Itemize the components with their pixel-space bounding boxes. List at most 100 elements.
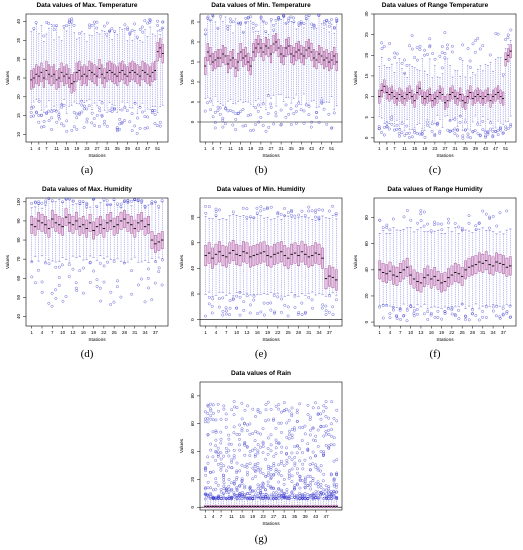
outlier-point (153, 109, 157, 112)
outlier-point (295, 411, 299, 415)
chart-title: Data values of Rain (231, 370, 291, 377)
outlier-point (261, 451, 265, 454)
outlier-point (222, 464, 226, 468)
box-station (213, 21, 217, 130)
outlier-point (282, 409, 286, 413)
outlier-point (308, 433, 312, 437)
outlier-point (57, 114, 61, 118)
outlier-point (263, 313, 266, 317)
x-tick-label: 27 (271, 514, 277, 519)
outlier-point (322, 472, 326, 476)
outlier-point (239, 21, 243, 25)
outlier-point (37, 99, 41, 103)
outlier-point (249, 129, 252, 132)
x-tick-label: 35 (292, 514, 298, 519)
outlier-point (418, 44, 422, 48)
outlier-point (214, 481, 218, 484)
outlier-point (253, 464, 257, 468)
outlier-point (287, 437, 291, 441)
box-station (210, 218, 215, 315)
outlier-point (100, 114, 104, 118)
outlier-point (309, 487, 313, 491)
outlier-point (232, 400, 236, 403)
outlier-point (112, 260, 116, 263)
outlier-point (426, 310, 430, 313)
outlier-point (147, 267, 150, 271)
box-station (224, 412, 228, 509)
box-station (235, 215, 239, 310)
outlier-point (209, 407, 212, 411)
outlier-point (156, 124, 159, 127)
outlier-point (464, 315, 468, 318)
outlier-point (390, 118, 394, 121)
box-station (266, 400, 270, 509)
box-station (80, 31, 84, 114)
outlier-point (253, 496, 257, 500)
outlier-point (380, 47, 384, 51)
outlier-point (266, 452, 270, 456)
outlier-point (290, 414, 294, 418)
x-tick-label: 35 (463, 146, 469, 151)
box-station (208, 18, 212, 112)
x-axis-label: Stations (262, 337, 280, 343)
outlier-point (238, 423, 241, 427)
outlier-point (58, 265, 61, 269)
box-station (498, 211, 502, 320)
outlier-point (254, 415, 257, 418)
outlier-point (254, 430, 257, 433)
outlier-point (317, 215, 321, 219)
outlier-point (274, 469, 278, 473)
box-station (88, 206, 92, 284)
outlier-point (280, 490, 284, 493)
outlier-point (207, 295, 211, 299)
box-station (236, 21, 240, 116)
outlier-point (230, 408, 234, 412)
outlier-point (203, 467, 207, 471)
outlier-point (206, 404, 210, 408)
x-tick-label: 39 (125, 146, 131, 151)
outlier-point (261, 485, 265, 488)
outlier-point (119, 295, 123, 299)
outlier-point (274, 438, 278, 442)
box-station (97, 33, 102, 128)
outlier-point (330, 428, 334, 431)
outlier-point (335, 419, 339, 423)
box-station (216, 402, 220, 509)
outlier-point (90, 23, 94, 27)
outlier-point (228, 313, 231, 317)
outlier-point (244, 16, 248, 20)
outlier-point (301, 467, 305, 471)
outlier-point (222, 484, 226, 488)
box-station (484, 212, 488, 319)
outlier-point (295, 408, 299, 412)
outlier-point (282, 464, 286, 468)
outlier-point (280, 459, 283, 463)
outlier-point (322, 497, 325, 501)
x-tick-label: 11 (402, 146, 407, 151)
outlier-point (409, 305, 413, 309)
outlier-point (264, 496, 268, 500)
outlier-point (335, 496, 339, 499)
chart-title: Data values of Min. Humidity (216, 186, 306, 193)
x-tick-label: 4 (212, 146, 215, 151)
outlier-point (254, 475, 257, 478)
outlier-point (422, 312, 426, 316)
outlier-point (272, 122, 276, 126)
outlier-point (238, 484, 241, 487)
box-station (508, 228, 512, 319)
outlier-point (95, 204, 99, 208)
outlier-point (67, 263, 71, 266)
outlier-point (332, 417, 336, 420)
box-station (140, 199, 144, 281)
box-station (206, 403, 210, 509)
outlier-point (410, 47, 414, 51)
outlier-point (498, 317, 502, 320)
outlier-point (251, 432, 255, 435)
outlier-point (320, 101, 324, 105)
box-station (282, 14, 286, 102)
outlier-point (400, 62, 404, 65)
outlier-point (332, 443, 336, 447)
outlier-point (219, 417, 223, 421)
outlier-point (300, 493, 304, 496)
